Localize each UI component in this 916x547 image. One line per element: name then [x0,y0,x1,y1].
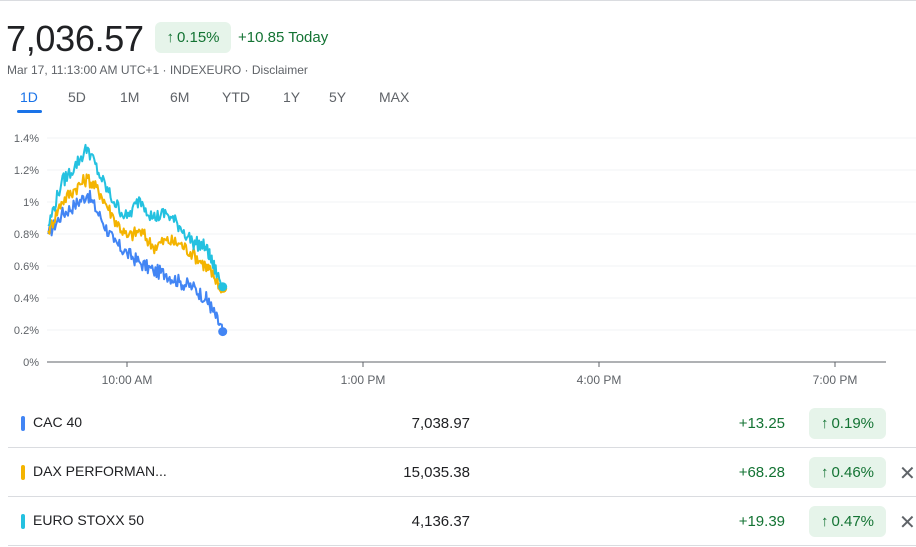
series-color-swatch [21,514,25,529]
remove-comparison-icon[interactable]: ✕ [899,463,916,485]
y-tick-label: 0.4% [14,293,39,305]
arrow-up-icon: ↑ [820,415,829,432]
series-line-cac-40 [47,189,224,332]
range-tab-6m[interactable]: 6M [170,89,190,105]
active-range-indicator [17,110,42,113]
range-tab-1y[interactable]: 1Y [283,89,301,105]
change-percent: 0.15% [176,29,220,46]
x-tick-label: 7:00 PM [813,373,858,387]
arrow-up-icon: ↑ [820,513,829,530]
comparison-line-chart[interactable]: 0% 0.2% 0.4% 0.6% 0.8% 1% 1.2% 1.4% 10:00 AM 1:00… [0,124,916,394]
series-line-euro-stoxx-50 [47,143,224,289]
row-divider [8,447,916,448]
comparison-row[interactable]: DAX PERFORMAN... 15,035.38 +68.28 ↑ 0.46% ✕ [0,448,916,496]
series-color-swatch [21,416,25,431]
index-change: +13.25 [738,415,785,432]
index-change-percent-badge: ↑ 0.19% [809,408,886,439]
index-change: +68.28 [738,464,785,481]
range-tab-ytd[interactable]: YTD [222,89,250,105]
index-value: 7,038.97 [411,415,470,432]
change-percent-badge: ↑ 0.15% [155,22,231,53]
comparison-row[interactable]: EURO STOXX 50 4,136.37 +19.39 ↑ 0.47% ✕ [0,497,916,545]
arrow-up-icon: ↑ [166,29,174,46]
x-tick-label: 10:00 AM [102,373,153,387]
index-value: 4,136.37 [411,513,470,530]
arrow-up-icon: ↑ [820,464,829,481]
series-endpoint-cac-40 [218,327,228,337]
y-tick-label: 1.4% [14,133,39,145]
top-divider [0,0,916,1]
y-tick-label: 0% [23,357,39,369]
series-endpoint-euro-stoxx-50 [218,282,228,292]
index-name: CAC 40 [33,414,83,430]
row-divider [8,545,916,546]
index-change-percent: 0.19% [831,415,875,432]
comparison-row[interactable]: CAC 40 7,038.97 +13.25 ↑ 0.19% [0,399,916,447]
range-tab-1d[interactable]: 1D [20,89,38,105]
range-tab-1m[interactable]: 1M [120,89,140,105]
index-change-percent-badge: ↑ 0.47% [809,506,886,537]
y-tick-label: 0.2% [14,325,39,337]
series-color-swatch [21,465,25,480]
range-tab-5d[interactable]: 5D [68,89,86,105]
y-tick-label: 0.6% [14,261,39,273]
index-change-percent-badge: ↑ 0.46% [809,457,886,488]
quote-meta: Mar 17, 11:13:00 AM UTC+1 · INDEXEURO · … [7,63,308,77]
index-value: 15,035.38 [403,464,470,481]
current-price: 7,036.57 [6,18,144,59]
range-tab-max[interactable]: MAX [379,89,410,105]
x-tick-label: 1:00 PM [341,373,386,387]
range-tab-5y[interactable]: 5Y [329,89,347,105]
change-today: +10.85 Today [238,29,329,46]
y-tick-label: 1.2% [14,165,39,177]
index-change-percent: 0.46% [831,464,875,481]
y-tick-label: 0.8% [14,229,39,241]
index-name: DAX PERFORMAN... [33,463,167,479]
index-name: EURO STOXX 50 [33,512,145,528]
y-tick-label: 1% [23,197,39,209]
remove-comparison-icon[interactable]: ✕ [899,512,916,534]
series-line-dax-performan [47,173,224,294]
row-divider [8,496,916,497]
index-change-percent: 0.47% [831,513,875,530]
index-change: +19.39 [738,513,785,530]
x-tick-label: 4:00 PM [577,373,622,387]
